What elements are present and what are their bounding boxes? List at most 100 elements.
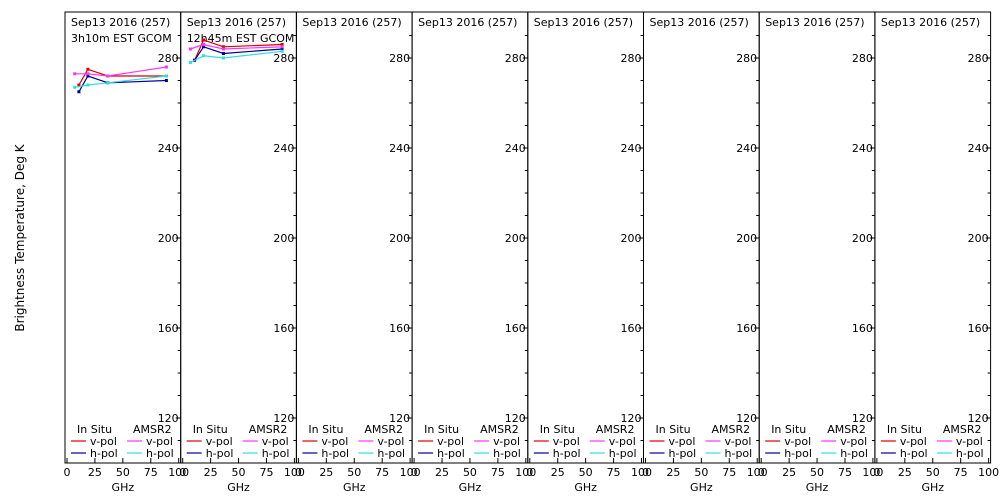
y-tick-label: 120 bbox=[852, 412, 873, 425]
legend-title-insitu: In Situ bbox=[887, 423, 922, 436]
panel-subtitle: 12h45m EST GCOM bbox=[187, 32, 295, 45]
y-tick-label: 120 bbox=[505, 412, 526, 425]
x-tick-label: 100 bbox=[631, 466, 652, 479]
data-point-amsr2_v bbox=[280, 45, 284, 49]
legend-title-amsr2: AMSR2 bbox=[480, 423, 519, 436]
y-tick-label: 240 bbox=[273, 142, 294, 155]
x-tick-label: 25 bbox=[435, 466, 449, 479]
legend-label-amsr2_v: v-pol bbox=[377, 435, 404, 448]
data-point-amsr2_v bbox=[73, 72, 77, 76]
legend-label-amsr2_v: v-pol bbox=[493, 435, 520, 448]
legend-label-amsr2_h: h-pol bbox=[725, 447, 753, 460]
y-tick-label: 280 bbox=[621, 52, 642, 65]
x-tick-label: 75 bbox=[954, 466, 968, 479]
series-line-amsr2_h bbox=[74, 75, 167, 88]
y-tick-label: 240 bbox=[968, 142, 989, 155]
legend-label-amsr2_h: h-pol bbox=[146, 447, 174, 460]
x-tick-label: 75 bbox=[144, 466, 158, 479]
legend-label-insitu_v: v-pol bbox=[784, 435, 811, 448]
y-tick-label: 160 bbox=[273, 322, 294, 335]
y-tick-label: 120 bbox=[968, 412, 989, 425]
data-point-insitu_h bbox=[164, 79, 168, 82]
x-tick-label: 25 bbox=[898, 466, 912, 479]
legend-label-insitu_h: h-pol bbox=[669, 447, 697, 460]
y-tick-label: 160 bbox=[389, 322, 410, 335]
data-point-insitu_h bbox=[86, 74, 90, 78]
y-tick-label: 280 bbox=[389, 52, 410, 65]
series-line-insitu_h bbox=[78, 75, 167, 93]
y-tick-label: 200 bbox=[505, 232, 526, 245]
legend-label-amsr2_h: h-pol bbox=[956, 447, 984, 460]
legend-title-insitu: In Situ bbox=[656, 423, 691, 436]
y-tick-label: 200 bbox=[389, 232, 410, 245]
series-line-insitu_v bbox=[194, 39, 283, 61]
legend-title-amsr2: AMSR2 bbox=[133, 423, 172, 436]
panel-title: Sep13 2016 (257) bbox=[302, 16, 401, 29]
x-tick-label: 0 bbox=[64, 466, 71, 479]
y-tick-label: 240 bbox=[389, 142, 410, 155]
y-tick-label: 280 bbox=[158, 52, 179, 65]
panel-title: Sep13 2016 (257) bbox=[881, 16, 980, 29]
legend-title-amsr2: AMSR2 bbox=[712, 423, 751, 436]
legend-label-insitu_h: h-pol bbox=[553, 447, 581, 460]
x-tick-label: 75 bbox=[259, 466, 273, 479]
data-point-amsr2_v bbox=[86, 72, 90, 76]
legend-label-amsr2_v: v-pol bbox=[146, 435, 173, 448]
legend-title-amsr2: AMSR2 bbox=[249, 423, 288, 436]
y-tick-label: 200 bbox=[273, 232, 294, 245]
x-tick-label: 100 bbox=[978, 466, 999, 479]
y-tick-label: 240 bbox=[852, 142, 873, 155]
data-point-amsr2_h bbox=[280, 49, 284, 53]
x-tick-label: 75 bbox=[722, 466, 736, 479]
x-tick-label: 0 bbox=[758, 466, 765, 479]
legend-label-amsr2_v: v-pol bbox=[956, 435, 983, 448]
legend-label-insitu_v: v-pol bbox=[321, 435, 348, 448]
data-point-amsr2_h bbox=[106, 81, 110, 85]
x-tick-label: 50 bbox=[810, 466, 824, 479]
series-line-amsr2_h bbox=[190, 50, 283, 64]
y-tick-label: 240 bbox=[505, 142, 526, 155]
x-tick-label: 25 bbox=[88, 466, 102, 479]
x-tick-label: 75 bbox=[838, 466, 852, 479]
x-tick-label: 50 bbox=[579, 466, 593, 479]
y-tick-label: 280 bbox=[852, 52, 873, 65]
y-tick-label: 160 bbox=[621, 322, 642, 335]
x-tick-label: 100 bbox=[400, 466, 421, 479]
legend-label-insitu_v: v-pol bbox=[90, 435, 117, 448]
x-tick-label: 100 bbox=[284, 466, 305, 479]
legend-label-insitu_h: h-pol bbox=[784, 447, 812, 460]
legend-title-insitu: In Situ bbox=[424, 423, 459, 436]
data-point-amsr2_h bbox=[202, 54, 206, 58]
y-tick-label: 240 bbox=[736, 142, 757, 155]
x-tick-label: 0 bbox=[411, 466, 418, 479]
y-tick-label: 120 bbox=[389, 412, 410, 425]
y-tick-label: 160 bbox=[736, 322, 757, 335]
y-tick-label: 160 bbox=[158, 322, 179, 335]
x-tick-label: 0 bbox=[873, 466, 880, 479]
panel-subtitle: 3h10m EST GCOM bbox=[71, 32, 172, 45]
x-tick-label: 50 bbox=[694, 466, 708, 479]
legend-label-amsr2_h: h-pol bbox=[377, 447, 405, 460]
data-point-amsr2_v bbox=[164, 65, 168, 69]
legend-title-insitu: In Situ bbox=[308, 423, 343, 436]
legend-label-amsr2_v: v-pol bbox=[262, 435, 289, 448]
legend-label-insitu_v: v-pol bbox=[206, 435, 233, 448]
panel-title: Sep13 2016 (257) bbox=[71, 16, 170, 29]
x-tick-label: 75 bbox=[491, 466, 505, 479]
x-tick-label: 75 bbox=[375, 466, 389, 479]
data-point-amsr2_v bbox=[188, 47, 192, 51]
x-tick-label: 50 bbox=[116, 466, 130, 479]
y-tick-label: 240 bbox=[158, 142, 179, 155]
legend-label-insitu_h: h-pol bbox=[437, 447, 465, 460]
x-tick-label: 100 bbox=[168, 466, 189, 479]
legend-title-amsr2: AMSR2 bbox=[596, 423, 635, 436]
y-tick-label: 280 bbox=[736, 52, 757, 65]
legend-label-insitu_v: v-pol bbox=[553, 435, 580, 448]
data-point-amsr2_h bbox=[73, 85, 77, 89]
legend-title-amsr2: AMSR2 bbox=[364, 423, 403, 436]
data-point-insitu_v bbox=[221, 45, 225, 49]
data-point-insitu_v bbox=[280, 43, 284, 46]
data-point-insitu_h bbox=[280, 47, 284, 51]
panel-title: Sep13 2016 (257) bbox=[187, 16, 286, 29]
legend-label-insitu_h: h-pol bbox=[321, 447, 349, 460]
